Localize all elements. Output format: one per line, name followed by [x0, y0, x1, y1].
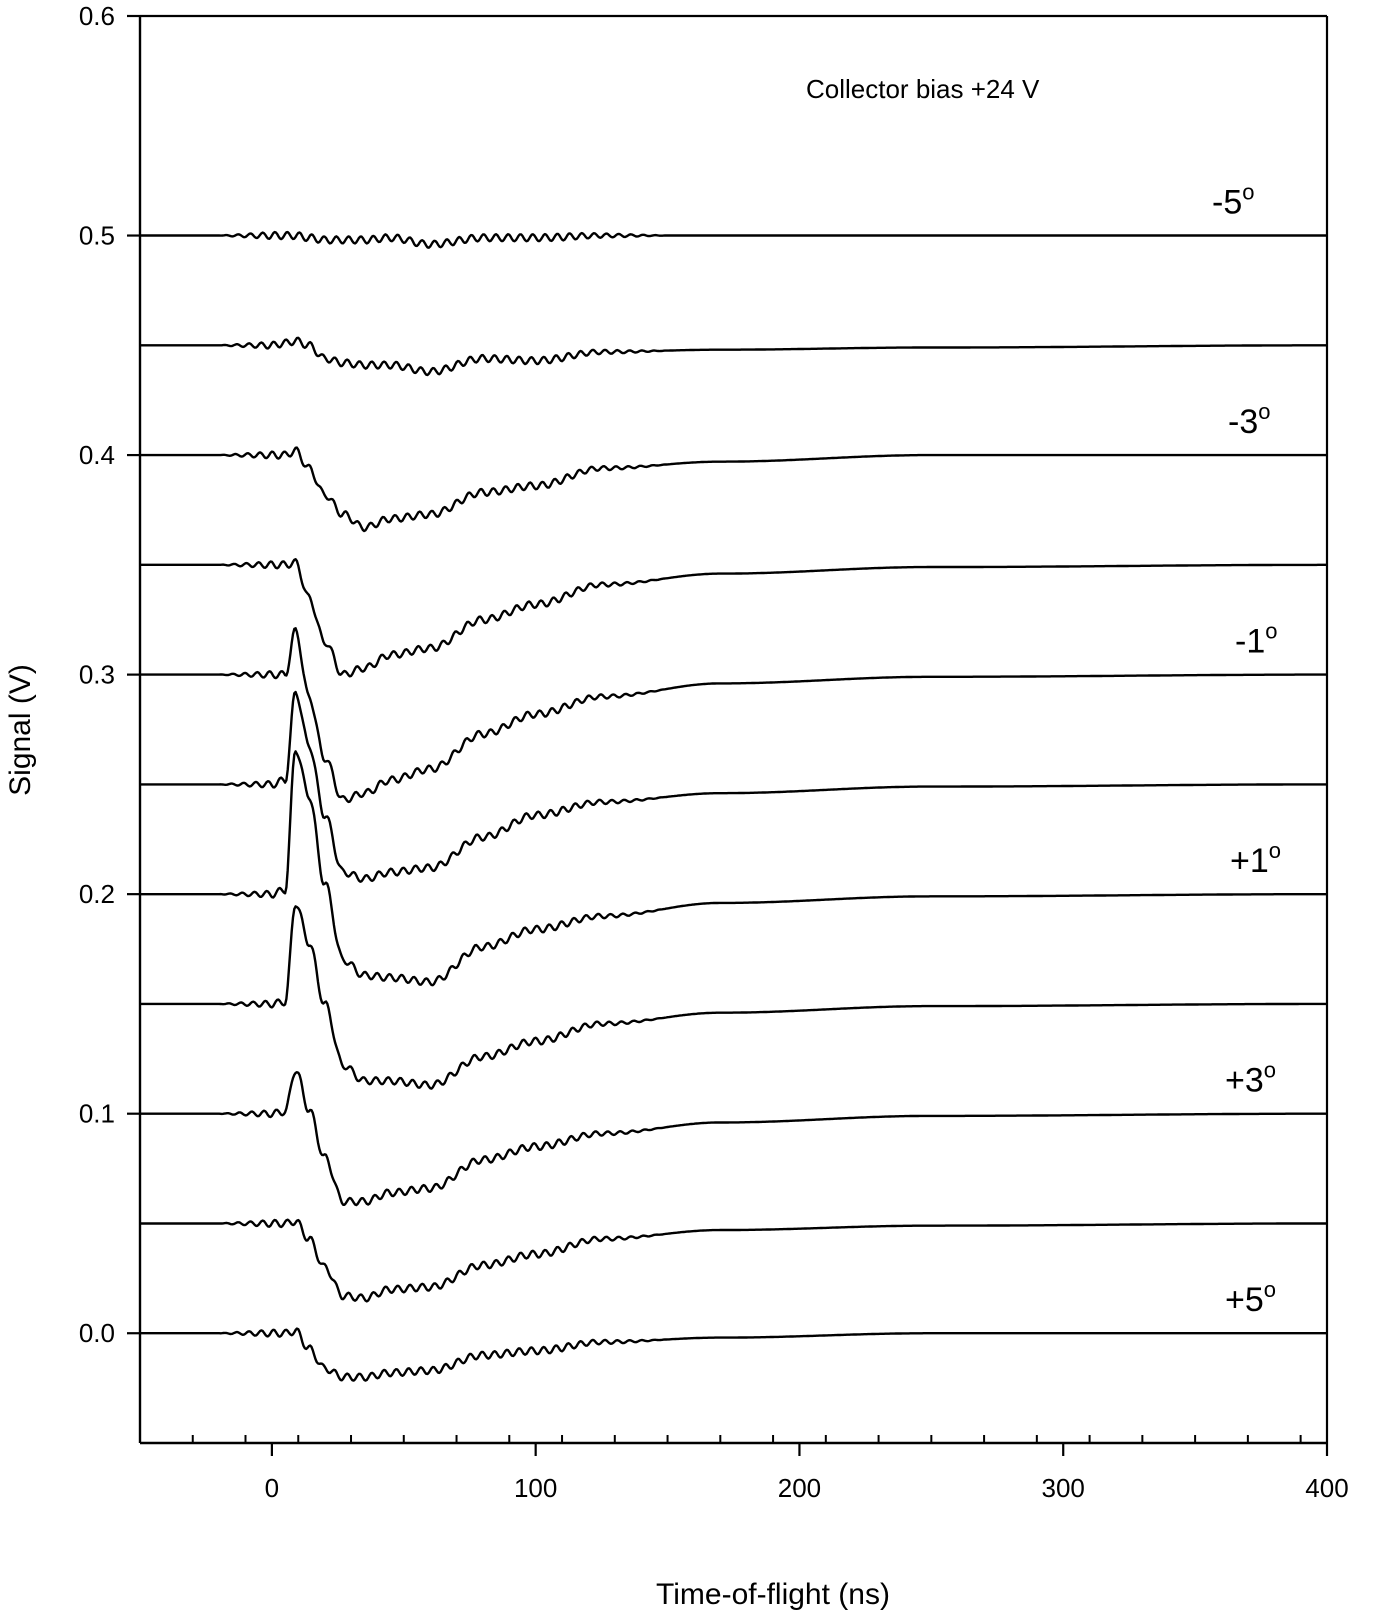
x-tick-label: 400 [1305, 1473, 1348, 1503]
y-axis-title: Signal (V) [4, 664, 37, 796]
x-tick-label: 200 [778, 1473, 821, 1503]
signal-trace [140, 750, 1327, 987]
y-tick-label: 0.1 [79, 1099, 115, 1129]
signal-trace [140, 558, 1327, 678]
signal-trace [140, 446, 1327, 533]
y-tick-label: 0.0 [79, 1318, 115, 1348]
signal-trace [140, 1071, 1327, 1207]
y-tick-label: 0.4 [79, 440, 115, 470]
angle-label: -1o [1235, 619, 1277, 661]
inline-labels: -5o -3o -1o +1o +3o +5o [1212, 180, 1281, 1320]
signal-trace [140, 336, 1327, 377]
y-tick-label: 0.6 [79, 1, 115, 31]
trace-group [140, 230, 1327, 1382]
signal-trace [140, 1327, 1327, 1382]
angle-label: +1o [1230, 838, 1281, 880]
y-tick-label: 0.2 [79, 879, 115, 909]
angle-label: -5o [1212, 180, 1254, 222]
x-tick-label: 100 [514, 1473, 557, 1503]
angle-label: -3o [1228, 399, 1270, 441]
plot-frame [138, 14, 1329, 1445]
x-tick-label: 0 [265, 1473, 279, 1503]
angle-label: +3o [1225, 1058, 1276, 1100]
collector-bias-annotation: Collector bias +24 V [806, 74, 1040, 104]
signal-trace [140, 905, 1327, 1090]
signal-trace [140, 690, 1327, 883]
x-tick-label: 300 [1042, 1473, 1085, 1503]
signal-trace [140, 230, 1327, 249]
y-tick-label: 0.3 [79, 660, 115, 690]
angle-label: +5o [1225, 1277, 1276, 1319]
y-axis: 0.0 0.1 0.2 0.3 0.4 0.5 0.6 [79, 1, 140, 1348]
signal-trace [140, 1218, 1327, 1303]
x-axis-title: Time-of-flight (ns) [656, 1578, 890, 1611]
signal-trace [140, 627, 1327, 804]
y-tick-label: 0.5 [79, 221, 115, 251]
x-axis: 0 100 200 300 400 [139, 1435, 1349, 1503]
